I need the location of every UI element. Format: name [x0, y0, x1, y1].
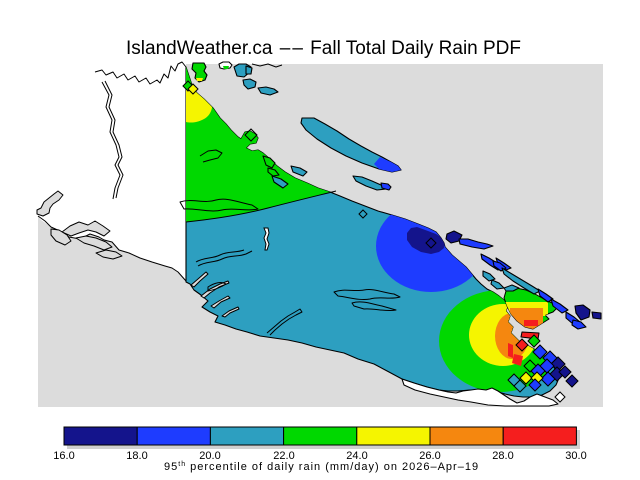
svg-text:26.0: 26.0: [419, 450, 440, 462]
svg-text:30.0: 30.0: [565, 450, 586, 462]
svg-text:20.0: 20.0: [199, 450, 220, 462]
svg-text:22.0: 22.0: [273, 450, 294, 462]
svg-text:IslandWeather.ca –– Fall Total: IslandWeather.ca – – Fall Total Daily Rai…: [126, 38, 521, 59]
svg-text:16.0: 16.0: [53, 450, 74, 462]
svg-text:24.0: 24.0: [346, 450, 367, 462]
svg-text:95th percentile of daily rain: 95th percentile of daily rain (mm/day) o…: [164, 461, 479, 473]
svg-text:28.0: 28.0: [492, 450, 513, 462]
svg-text:18.0: 18.0: [126, 450, 147, 462]
